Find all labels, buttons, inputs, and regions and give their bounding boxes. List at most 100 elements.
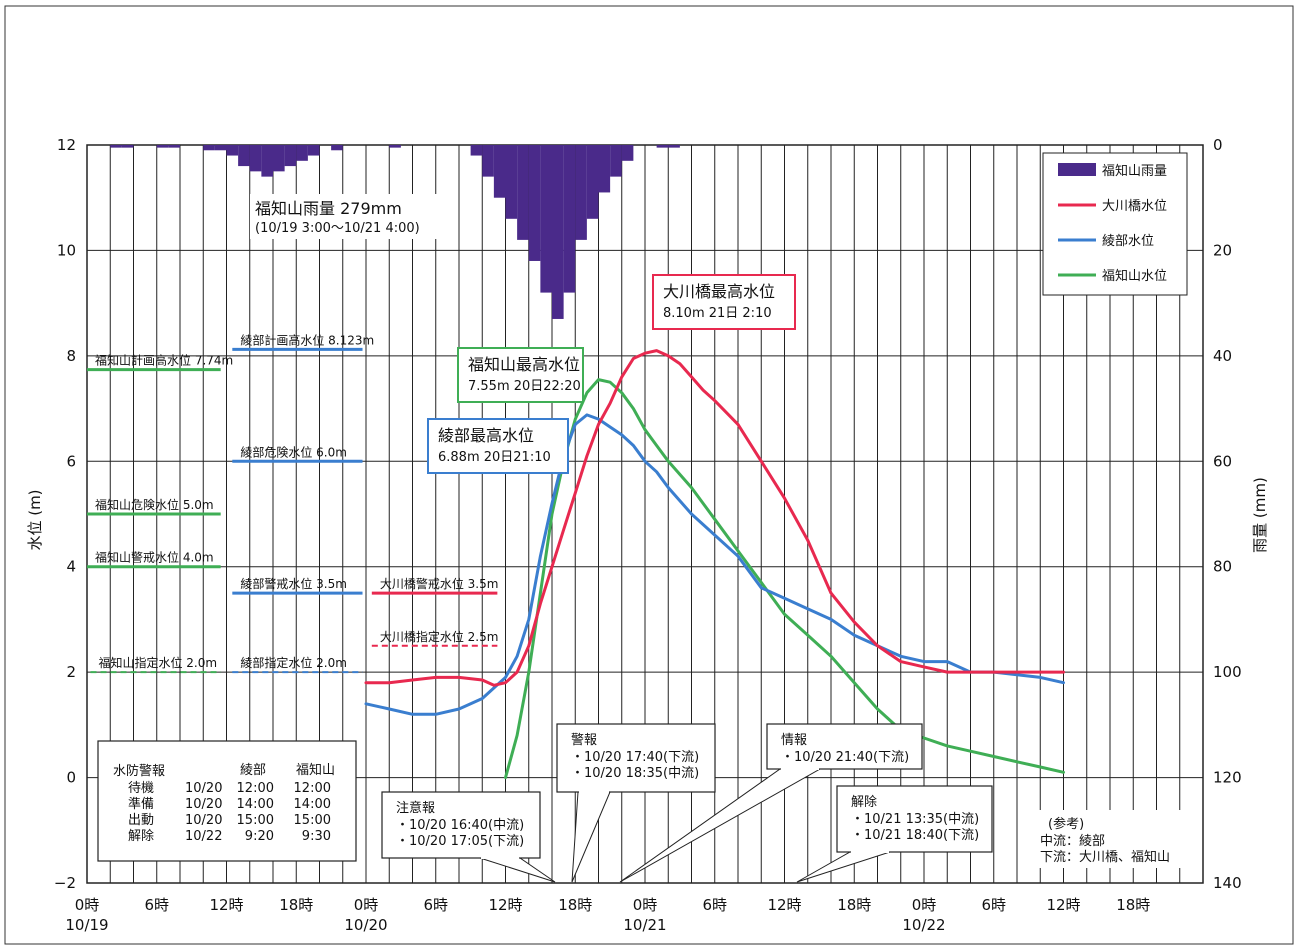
rain-bar bbox=[284, 145, 297, 167]
rain-bar bbox=[156, 145, 169, 148]
warning-table-cell: 14:00 bbox=[237, 797, 274, 812]
callout-frame bbox=[556, 723, 716, 793]
x-tick-label: 6時 bbox=[144, 896, 169, 914]
rain-bar bbox=[505, 145, 518, 219]
threshold-label: 福知山警戒水位 4.0m bbox=[95, 550, 214, 565]
rain-bar bbox=[586, 145, 599, 219]
y2-tick-label: 0 bbox=[1213, 136, 1223, 154]
threshold-label: 福知山指定水位 2.0m bbox=[98, 655, 217, 670]
rain-bar bbox=[610, 145, 622, 177]
warning-table-cell: 15:00 bbox=[237, 813, 274, 828]
callout-line: ・10/20 17:40(下流) bbox=[571, 750, 699, 765]
callout: 注意報・10/20 16:40(中流)・10/20 17:05(下流) bbox=[381, 791, 556, 883]
x-tick-label: 12時 bbox=[1046, 896, 1080, 914]
rain-bar bbox=[168, 145, 180, 148]
peak-box-title: 綾部最高水位 bbox=[438, 426, 534, 445]
y2-axis-title: 雨量 (mm) bbox=[1251, 477, 1269, 553]
rain-bar bbox=[261, 145, 273, 177]
rain-total-annotation: 福知山雨量 279mm (10/19 3:00～10/21 4:00) bbox=[250, 194, 445, 239]
peak-box-frame bbox=[427, 418, 569, 474]
rain-bar bbox=[575, 145, 587, 240]
peak-box-frame bbox=[457, 347, 584, 403]
callout-line: ・10/21 13:35(中流) bbox=[851, 812, 979, 827]
threshold-label: 綾部危険水位 6.0m bbox=[240, 444, 347, 459]
rain-bar bbox=[214, 145, 227, 151]
warning-table-cell: 10/20 bbox=[185, 797, 222, 812]
threshold-label: 大川橋警戒水位 3.5m bbox=[380, 576, 499, 591]
rain-bar bbox=[121, 145, 134, 148]
rain-bar bbox=[203, 145, 215, 151]
callout-tail bbox=[479, 857, 556, 883]
threshold-label: 綾部計画高水位 8.123m bbox=[240, 332, 374, 347]
rain-bar bbox=[598, 145, 611, 193]
warning-table-cell: 待機 bbox=[128, 781, 154, 796]
annotations: 福知山雨量 279mm (10/19 3:00～10/21 4:00) 大川橋最高水… bbox=[97, 194, 1186, 883]
callout: 情報・10/20 21:40(下流) bbox=[619, 723, 923, 883]
warning-table-title: 水防警報 bbox=[113, 763, 165, 779]
y2-tick-label: 100 bbox=[1213, 663, 1242, 681]
rain-total-title: 福知山雨量 279mm bbox=[255, 199, 402, 218]
callout-line: ・10/20 18:35(中流) bbox=[571, 766, 699, 781]
rain-bar bbox=[238, 145, 250, 167]
threshold-label: 福知山危険水位 5.0m bbox=[95, 497, 214, 512]
reference-note-line: 中流：綾部 bbox=[1040, 833, 1105, 849]
x-tick-label: 0時 bbox=[354, 896, 379, 914]
y2-tick-label: 120 bbox=[1213, 769, 1242, 787]
rain-bar bbox=[563, 145, 576, 293]
peak-box-value: 8.10m 21日 2:10 bbox=[663, 306, 772, 321]
peak-box-title: 福知山最高水位 bbox=[468, 355, 580, 374]
rain-bar bbox=[110, 145, 122, 148]
y-tick-label: 10 bbox=[57, 241, 76, 259]
callout-title: 警報 bbox=[571, 732, 597, 748]
rain-bar bbox=[307, 145, 320, 156]
x-tick-label: 6時 bbox=[981, 896, 1006, 914]
y-tick-label: 12 bbox=[57, 136, 76, 154]
callout-title: 注意報 bbox=[396, 800, 435, 816]
y-tick-label: 6 bbox=[66, 452, 76, 470]
y2-tick-label: 80 bbox=[1213, 558, 1232, 576]
rainfall-bars bbox=[110, 145, 680, 319]
warning-table-cell: 9:30 bbox=[302, 829, 331, 844]
y-tick-label: 4 bbox=[66, 558, 76, 576]
callout: 警報・10/20 17:40(下流)・10/20 18:35(中流) bbox=[556, 723, 716, 883]
warning-table-frame bbox=[97, 740, 357, 862]
y-axis-title: 水位 (m) bbox=[26, 489, 44, 550]
rain-bar bbox=[621, 145, 634, 161]
x-tick-date-label: 10/22 bbox=[902, 916, 945, 934]
warning-table-cell: 14:00 bbox=[294, 797, 331, 812]
threshold-label: 大川橋指定水位 2.5m bbox=[380, 629, 499, 644]
rain-bar bbox=[493, 145, 506, 198]
warning-table-cell: 10/22 bbox=[185, 829, 222, 844]
x-tick-label: 6時 bbox=[702, 896, 727, 914]
rain-bar bbox=[331, 145, 343, 151]
y-tick-label: 0 bbox=[66, 769, 76, 787]
callout-frame bbox=[381, 791, 541, 859]
y2-tick-label: 140 bbox=[1213, 874, 1242, 892]
x-tick-label: 0時 bbox=[75, 896, 100, 914]
legend-frame bbox=[1042, 152, 1188, 296]
legend-label: 大川橋水位 bbox=[1102, 199, 1167, 214]
warning-table-column: 福知山 bbox=[296, 762, 335, 778]
x-tick-date-label: 10/21 bbox=[623, 916, 666, 934]
callout-line: ・10/20 16:40(中流) bbox=[396, 818, 524, 833]
callout-frame bbox=[836, 785, 993, 853]
x-tick-label: 12時 bbox=[488, 896, 522, 914]
rain-bar bbox=[552, 145, 564, 319]
y2-tick-label: 40 bbox=[1213, 347, 1232, 365]
callout-line: ・10/21 18:40(下流) bbox=[851, 828, 979, 843]
peak-box: 福知山最高水位 7.55m 20日22:20 bbox=[457, 347, 584, 403]
y2-tick-label: 60 bbox=[1213, 452, 1232, 470]
x-tick-date-label: 10/19 bbox=[65, 916, 108, 934]
x-tick-label: 6時 bbox=[423, 896, 448, 914]
y-tick-label: 8 bbox=[66, 347, 76, 365]
rain-total-period: (10/19 3:00～10/21 4:00) bbox=[255, 221, 420, 236]
threshold-label: 綾部警戒水位 3.5m bbox=[240, 576, 347, 591]
peak-box: 綾部最高水位 6.88m 20日21:10 bbox=[427, 418, 569, 474]
warning-table-cell: 出動 bbox=[128, 813, 154, 828]
threshold-label: 綾部指定水位 2.0m bbox=[240, 655, 347, 670]
peak-box: 大川橋最高水位 8.10m 21日 2:10 bbox=[652, 274, 796, 330]
x-tick-label: 0時 bbox=[912, 896, 937, 914]
